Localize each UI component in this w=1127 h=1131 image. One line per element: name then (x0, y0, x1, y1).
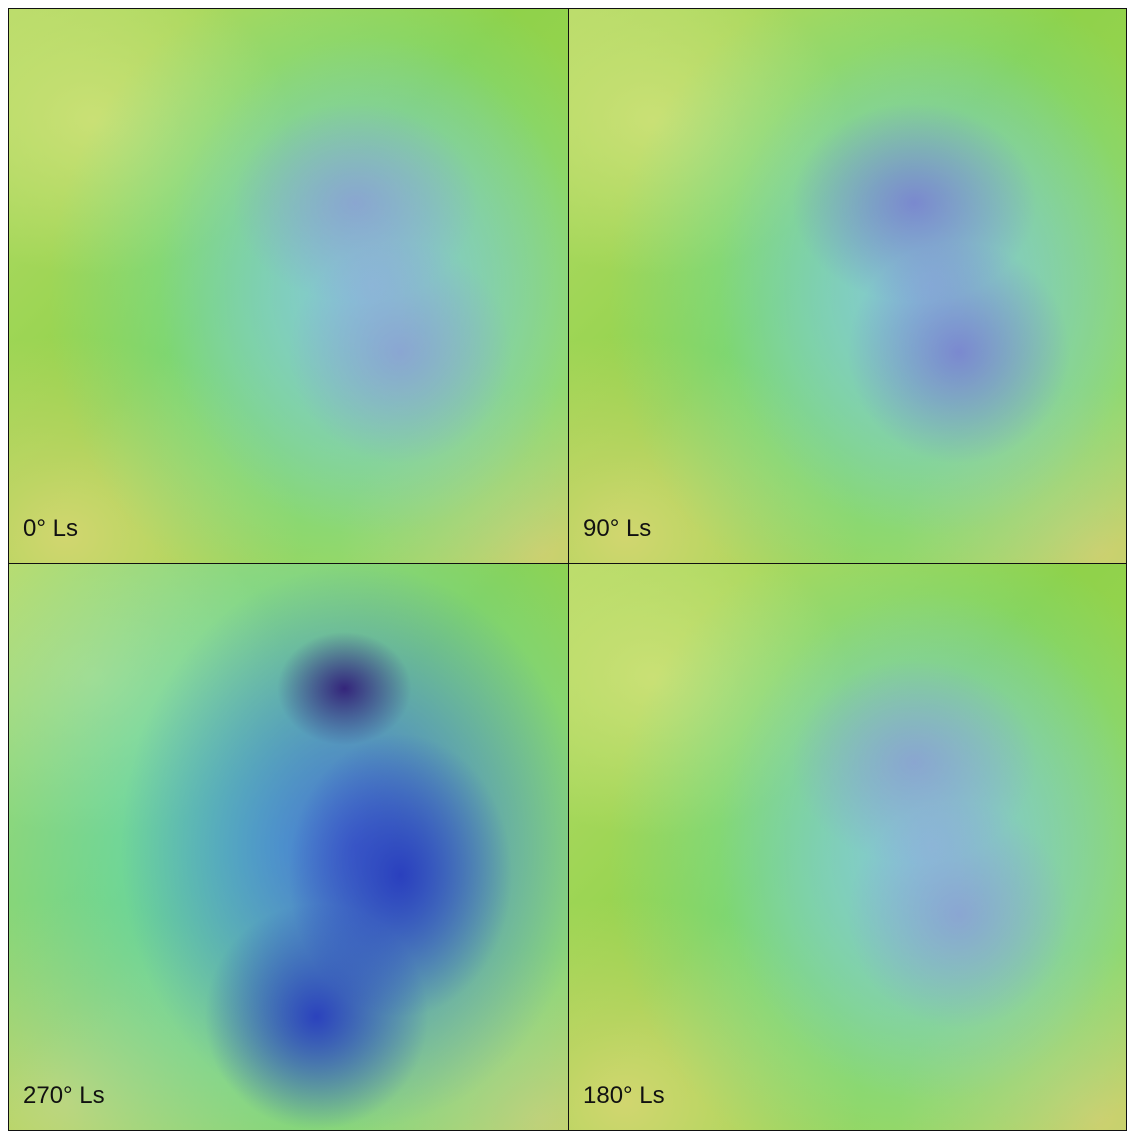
map-panel: 90° Ls (568, 8, 1127, 564)
map-panel: 180° Ls (568, 563, 1127, 1131)
overlay (9, 9, 568, 563)
panel-grid: 0° Ls 90° Ls 270° Ls 180° Ls (8, 8, 1127, 1131)
panel-label: 0° Ls (23, 515, 78, 543)
panel-label: 90° Ls (583, 515, 651, 543)
panel-label: 180° Ls (583, 1082, 665, 1110)
panel-label: 270° Ls (23, 1082, 105, 1110)
page: 0° Ls 90° Ls 270° Ls 180° Ls (() => { co… (0, 0, 1127, 1131)
overlay (569, 564, 1126, 1130)
map-panel: 0° Ls (8, 8, 569, 564)
overlay (569, 9, 1126, 563)
map-panel: 270° Ls (8, 563, 569, 1131)
overlay (9, 564, 568, 1130)
